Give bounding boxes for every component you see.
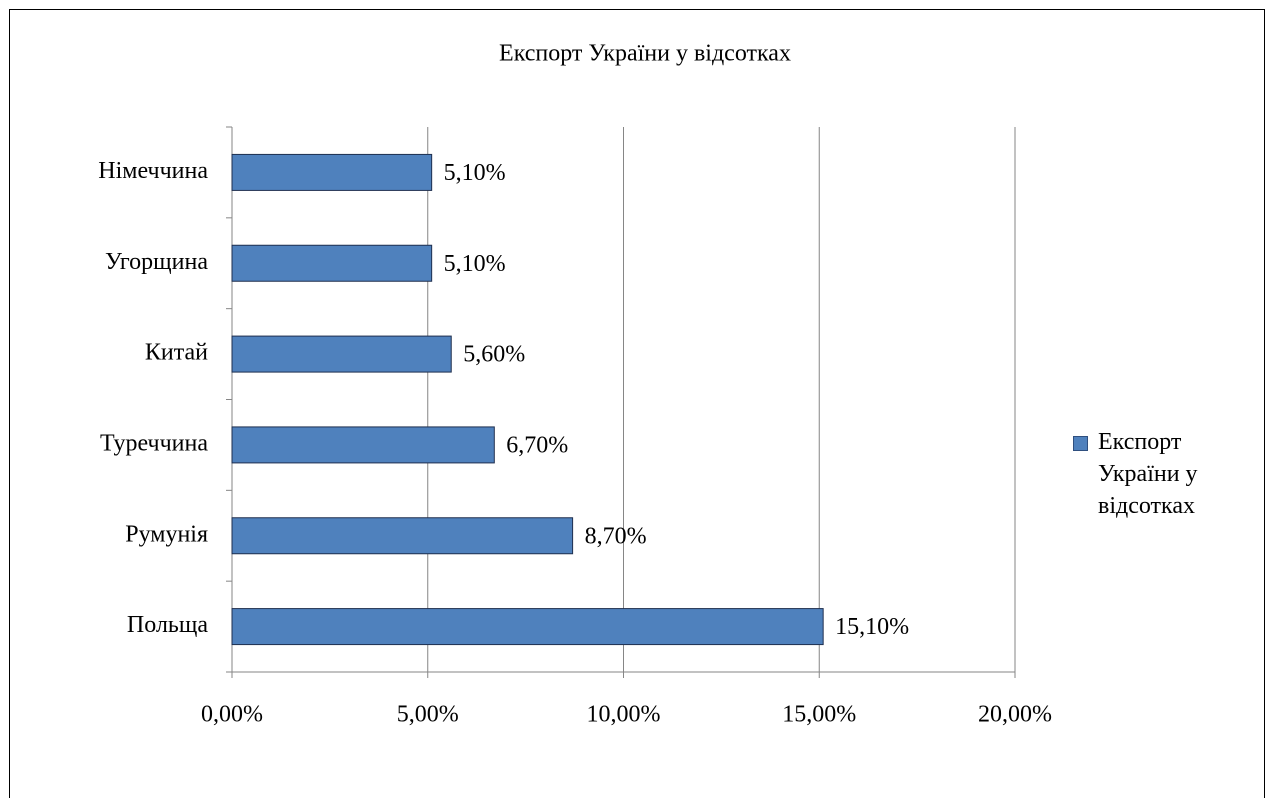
bar: [231, 244, 433, 282]
chart-title: Експорт України у відсотках: [499, 41, 791, 67]
y-tick-label: Румунія: [125, 521, 208, 547]
y-tick-label: Туреччина: [100, 430, 208, 456]
data-label: 15,10%: [835, 614, 909, 640]
data-label: 5,60%: [463, 342, 525, 368]
bar: [231, 335, 452, 373]
y-tick-label: Німеччина: [98, 158, 208, 184]
y-tick-label: Польща: [127, 612, 208, 638]
bar: [231, 608, 824, 646]
data-label: 5,10%: [444, 251, 506, 277]
data-label: 6,70%: [506, 432, 568, 458]
legend-swatch: [1073, 436, 1088, 451]
legend-label: Експорт України у відсотках: [1098, 429, 1198, 519]
x-tick-label: 10,00%: [587, 702, 661, 728]
chart-border: [9, 9, 1265, 798]
legend: Експорт України у відсотках: [1073, 426, 1243, 522]
y-tick-label: Китай: [145, 340, 208, 366]
x-tick-label: 0,00%: [201, 702, 263, 728]
bar: [231, 153, 433, 191]
bar: [231, 426, 495, 464]
x-tick-label: 15,00%: [782, 702, 856, 728]
y-tick-label: Угорщина: [105, 249, 208, 275]
data-label: 8,70%: [585, 523, 647, 549]
bar: [231, 517, 574, 555]
data-label: 5,10%: [444, 160, 506, 186]
x-tick-label: 20,00%: [978, 702, 1052, 728]
x-tick-label: 5,00%: [397, 702, 459, 728]
